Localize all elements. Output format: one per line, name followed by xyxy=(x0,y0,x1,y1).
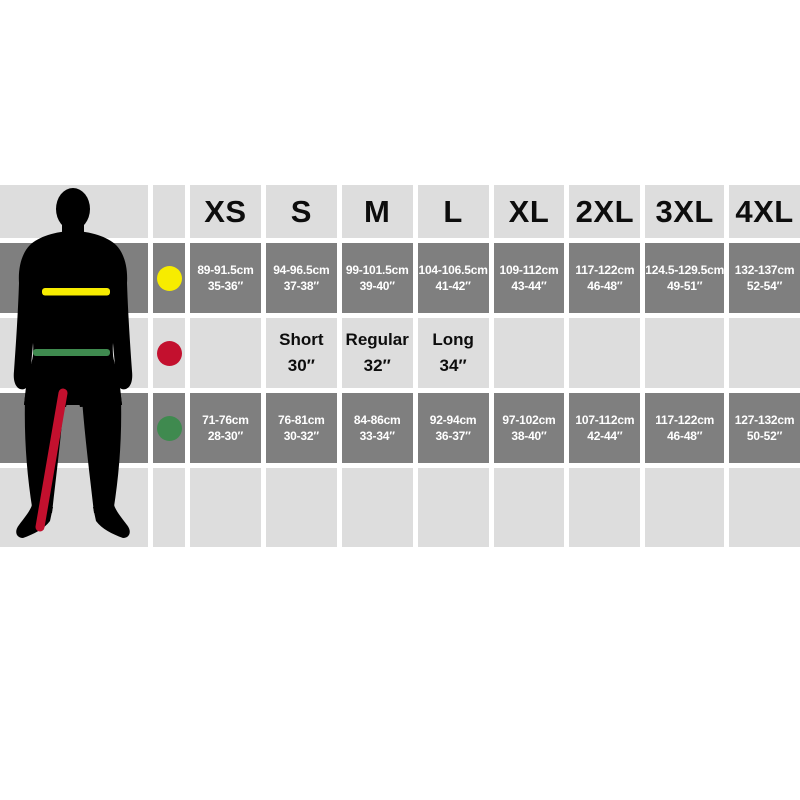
waist-cell-xs: 71-76cm 28-30″ xyxy=(190,393,261,463)
leg-length-cell-xl xyxy=(493,318,565,388)
leg-length-cell-l: Long 34″ xyxy=(417,318,489,388)
waist-cell-3xl: 117-122cm 46-48″ xyxy=(645,393,725,463)
chest-cell-xs: 89-91.5cm 35-36″ xyxy=(190,243,261,313)
leg-length-cell-3xl xyxy=(645,318,725,388)
leg-length-cell-2xl xyxy=(569,318,641,388)
empty-cell xyxy=(341,468,413,547)
size-chart-table: XS S M L XL 2XL 3XL 4XL 89-91.5cm 35-36″ … xyxy=(0,185,800,547)
empty-cell xyxy=(153,468,185,547)
size-header-xl: XL xyxy=(493,185,565,238)
size-header-4xl: 4XL xyxy=(729,185,800,238)
leg-length-cell-xs xyxy=(190,318,261,388)
empty-cell xyxy=(417,468,489,547)
empty-cell xyxy=(729,468,800,547)
empty-cell xyxy=(190,468,261,547)
chest-cell-4xl: 132-137cm 52-54″ xyxy=(729,243,800,313)
leg-length-cell-s: Short 30″ xyxy=(265,318,337,388)
leg-length-cell-4xl xyxy=(729,318,800,388)
red-dot-icon xyxy=(156,340,182,366)
waist-dot-cell xyxy=(153,393,185,463)
waist-cell-xl: 97-102cm 38-40″ xyxy=(493,393,565,463)
size-header-2xl: 2XL xyxy=(569,185,641,238)
chest-cell-3xl: 124.5-129.5cm 49-51″ xyxy=(645,243,724,313)
leg-length-cell-m: Regular 32″ xyxy=(341,318,413,388)
size-header-3xl: 3XL xyxy=(645,185,725,238)
figure-column-cell xyxy=(0,318,148,388)
dot-column-header-cell xyxy=(153,185,185,238)
size-header-m: M xyxy=(341,185,413,238)
figure-column-header-cell xyxy=(0,185,148,238)
chest-cell-xl: 109-112cm 43-44″ xyxy=(493,243,565,313)
size-header-l: L xyxy=(417,185,489,238)
yellow-dot-icon xyxy=(156,265,182,291)
chest-cell-l: 104-106.5cm 41-42″ xyxy=(417,243,489,313)
chest-cell-2xl: 117-122cm 46-48″ xyxy=(569,243,641,313)
chest-cell-m: 99-101.5cm 39-40″ xyxy=(341,243,413,313)
green-dot-icon xyxy=(156,415,182,441)
waist-cell-2xl: 107-112cm 42-44″ xyxy=(569,393,641,463)
figure-column-cell xyxy=(0,243,148,313)
size-header-s: S xyxy=(265,185,337,238)
leg-length-dot-cell xyxy=(153,318,185,388)
chest-dot-cell xyxy=(153,243,185,313)
waist-cell-4xl: 127-132cm 50-52″ xyxy=(729,393,800,463)
chest-cell-s: 94-96.5cm 37-38″ xyxy=(265,243,337,313)
size-header-xs: XS xyxy=(190,185,261,238)
empty-cell xyxy=(645,468,725,547)
empty-cell xyxy=(265,468,337,547)
waist-cell-m: 84-86cm 33-34″ xyxy=(341,393,413,463)
waist-cell-l: 92-94cm 36-37″ xyxy=(417,393,489,463)
waist-cell-s: 76-81cm 30-32″ xyxy=(265,393,337,463)
figure-column-cell xyxy=(0,468,148,547)
empty-cell xyxy=(569,468,641,547)
figure-column-cell xyxy=(0,393,148,463)
empty-cell xyxy=(493,468,565,547)
